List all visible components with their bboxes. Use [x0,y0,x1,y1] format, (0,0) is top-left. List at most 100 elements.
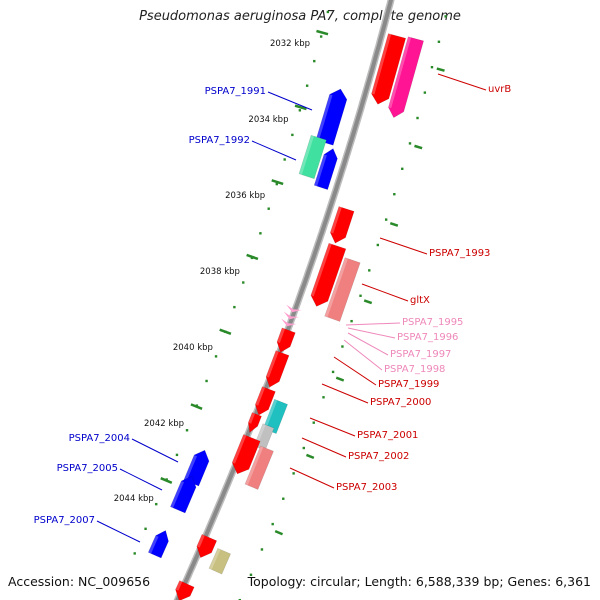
scale-dot [444,15,447,18]
gene-highlight [248,412,255,424]
scale-dot [393,193,396,196]
major-tick-outer [389,221,399,227]
scale-dot [408,142,412,145]
label-leader-line [309,417,356,437]
major-tick-outer [436,67,445,72]
gene-feature [170,475,197,514]
scale-dot [416,116,419,120]
scale-dot [175,453,179,457]
scale-dot [249,573,253,577]
genome-summary-text: Topology: circular; Length: 6,588,339 bp… [247,574,591,589]
label-leader-line [437,73,487,91]
label-leader-line [131,438,179,463]
gene-label: PSPA7_1999 [378,379,439,390]
scale-dot [233,305,236,309]
genome-backbone [175,0,394,600]
scale-dot [326,10,330,14]
gene-label: PSPA7_2004 [69,433,130,444]
label-leader-line [343,339,383,371]
gene-highlight [266,350,279,378]
gene-feature [315,88,348,146]
gene-label: PSPA7_2000 [370,397,431,408]
major-tick-outer [414,144,423,150]
gene-highlight [299,135,314,175]
label-leader-line [347,327,396,339]
scale-dot [437,40,441,43]
gene-feature [247,412,262,433]
label-leader-line [96,520,141,543]
scale-dot [275,182,278,186]
label-leader-line [289,467,335,489]
gene-arrow-small [281,318,297,327]
gene-label: PSPA7_1993 [429,248,490,259]
gene-highlight [196,534,205,548]
scale-dot [242,281,245,284]
gene-feature [310,242,347,307]
label-leader-line [119,468,163,491]
major-tick [294,104,307,111]
label-leader-line [379,237,428,255]
gene-highlight [175,580,183,591]
scale-dot [155,502,158,506]
tick-label: 2038 kbp [200,267,240,277]
scale-dot [322,396,325,399]
gene-feature [324,257,361,322]
tick-label: 2042 kbp [144,419,184,429]
scale-dot [401,167,404,171]
gene-feature [175,580,195,600]
scale-dot [238,598,241,600]
label-leader-line [301,437,347,458]
gene-feature [262,398,288,434]
scale-dot [341,345,344,348]
gene-label: PSPA7_2002 [348,451,409,462]
major-tick [160,477,173,484]
gene-feature [388,36,424,119]
gene-arrow-small [286,304,302,313]
scale-dot [312,421,315,424]
gene-label: PSPA7_1996 [397,332,458,343]
scale-dot [291,133,294,137]
label-leader-line [251,140,297,161]
gene-highlight [183,455,197,481]
tick-label: 2036 kbp [225,191,265,201]
gene-highlight [315,94,333,141]
scale-dot [282,497,285,500]
major-tick-outer [305,453,315,460]
gene-label: PSPA7_2005 [57,463,118,474]
gene-feature [371,33,407,105]
label-leader-line [321,383,369,404]
gene-label: PSPA7_1992 [189,135,250,146]
scale-dot [319,35,323,38]
tick-label: 2034 kbp [248,115,288,125]
gene-highlight [314,154,327,187]
gene-highlight [310,243,332,297]
gene-feature [254,386,276,416]
gene-label: gltX [410,295,430,306]
gene-label: PSPA7_1995 [402,317,463,328]
gene-highlight [232,434,247,464]
scale-dot [430,65,434,69]
gene-highlight [388,36,412,109]
gene-feature [265,350,290,388]
gene-label: PSPA7_1991 [205,86,266,97]
tick-label: 2040 kbp [173,343,213,353]
scale-dot [376,243,380,247]
gene-feature [276,327,296,353]
label-leader-line [345,322,401,326]
gene-highlight [255,386,266,406]
scale-dot [185,429,189,432]
scale-dot [144,527,147,530]
scale-dot [214,355,218,358]
scale-dot [271,522,274,526]
genome-title: Pseudomonas aeruginosa PA7, complete gen… [139,9,461,24]
scale-dot [331,370,335,374]
gene-label: uvrB [488,84,511,95]
major-tick [219,328,232,336]
gene-label: PSPA7_1998 [384,364,445,375]
gene-label: PSPA7_2003 [336,482,397,493]
major-tick-outer [363,299,373,305]
gene-highlight [148,535,159,554]
scale-dot [292,472,295,475]
major-tick [316,29,329,36]
